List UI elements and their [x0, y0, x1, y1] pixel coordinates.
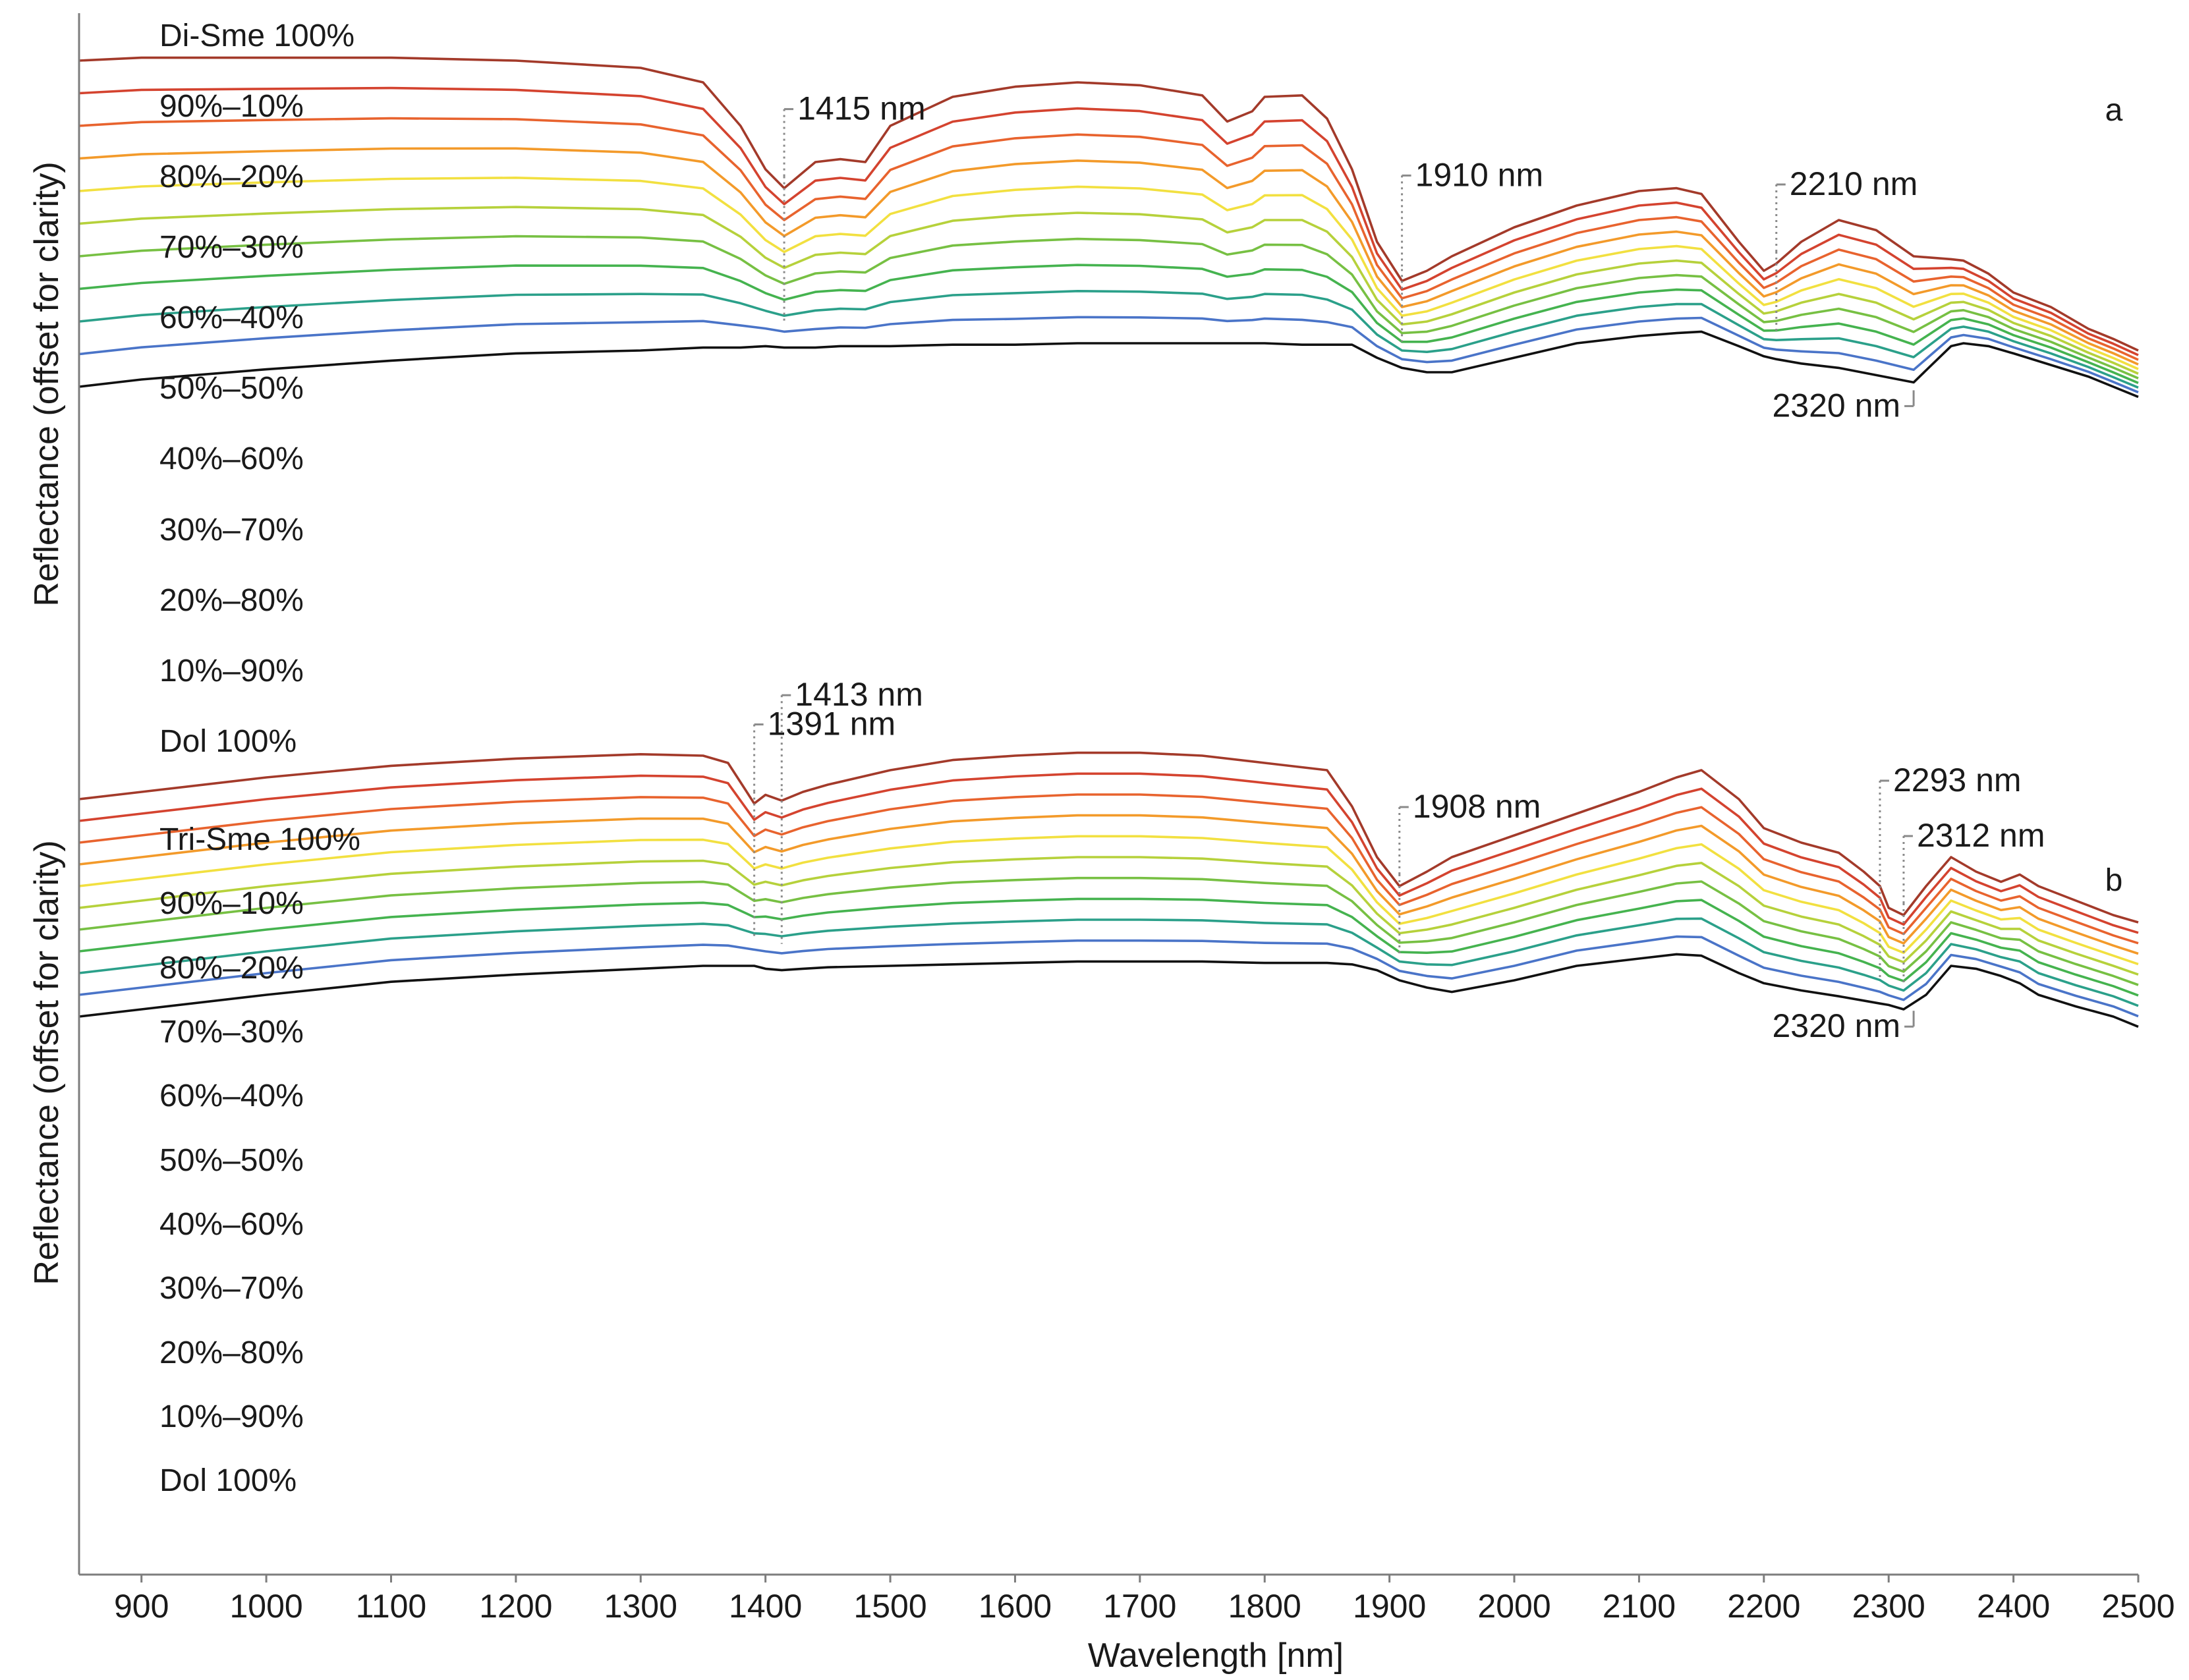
- series-line-a-8: [78, 290, 2139, 389]
- peak-label-b-0: 1391 nm: [768, 706, 896, 742]
- peak-label-b-4: 2312 nm: [1917, 817, 2045, 854]
- x-tick-label-1600: 1600: [979, 1588, 1052, 1625]
- annotations: 1415 nm 1910 nm 2210 nm 2320 nm 1391 nm1413 …: [753, 90, 2045, 1044]
- series-line-b-5: [78, 856, 2139, 976]
- peak-label-b-1: 1413 nm: [795, 676, 923, 713]
- peak-label-b-5: 2320 nm: [1772, 1007, 1900, 1044]
- x-tick-label-1000: 1000: [229, 1588, 302, 1625]
- series-lines: [78, 56, 2139, 1028]
- x-tick-label-2400: 2400: [1977, 1588, 2050, 1625]
- series-label-b-0: Tri-Sme 100%: [159, 822, 360, 857]
- series-line-a-9: [78, 316, 2139, 394]
- x-tick-label-2000: 2000: [1477, 1588, 1550, 1625]
- x-tick-label-2500: 2500: [2101, 1588, 2175, 1625]
- series-line-a-1: [78, 86, 2139, 356]
- series-line-b-6: [78, 876, 2139, 986]
- series-line-b-2: [78, 793, 2139, 945]
- series-line-b-8: [78, 917, 2139, 1007]
- series-line-b-4: [78, 835, 2139, 966]
- peak-label-a-2: 2210 nm: [1790, 165, 1918, 202]
- series-line-a-10: [78, 330, 2139, 399]
- series-label-a-4: 60%–40%: [159, 300, 304, 335]
- series-label-b-10: Dol 100%: [159, 1463, 297, 1498]
- series-line-a-3: [78, 147, 2139, 366]
- series-label-b-7: 30%–70%: [159, 1271, 304, 1306]
- x-tick-label-1300: 1300: [604, 1588, 677, 1625]
- x-tick-label-1400: 1400: [729, 1588, 802, 1625]
- series-label-b-1: 90%–10%: [159, 886, 304, 921]
- series-label-a-3: 70%–30%: [159, 230, 304, 265]
- series-label-a-6: 40%–60%: [159, 441, 304, 476]
- series-line-a-5: [78, 206, 2139, 375]
- series-line-a-6: [78, 235, 2139, 379]
- x-tick-label-1900: 1900: [1353, 1588, 1426, 1625]
- peak-label-a-3: 2320 nm: [1772, 387, 1900, 424]
- series-labels: Di-Sme 100% 90%–10% 80%–20% 70%–30% 60%–40% 5…: [159, 18, 360, 1498]
- series-line-a-0: [78, 56, 2139, 352]
- peak-label-b-3: 2293 nm: [1893, 762, 2022, 798]
- axes: 900 1000 1100 1200 1300 1400 1500 1600 1700 1800 1…: [78, 13, 2175, 1625]
- series-label-a-2: 80%–20%: [159, 159, 304, 194]
- series-label-a-10: Dol 100%: [159, 724, 297, 759]
- x-tick-label-1100: 1100: [356, 1588, 427, 1625]
- series-label-b-2: 80%–20%: [159, 951, 304, 986]
- series-line-b-0: [78, 751, 2139, 924]
- series-line-a-7: [78, 264, 2139, 384]
- x-tick-label-1700: 1700: [1103, 1588, 1176, 1625]
- series-label-a-5: 50%–50%: [159, 371, 304, 406]
- series-line-a-2: [78, 117, 2139, 361]
- peak-label-b-2: 1908 nm: [1413, 788, 1541, 825]
- series-label-a-9: 10%–90%: [159, 654, 304, 688]
- series-label-b-3: 70%–30%: [159, 1015, 304, 1050]
- series-line-b-3: [78, 814, 2139, 955]
- y-axis-title-panel-a: Reflectance (offset for clarity): [28, 161, 66, 606]
- series-label-b-5: 50%–50%: [159, 1143, 304, 1178]
- series-label-b-6: 40%–60%: [159, 1207, 304, 1242]
- panel-letter-a: a: [2105, 93, 2123, 128]
- x-tick-label-1200: 1200: [479, 1588, 552, 1625]
- y-axis-title-panel-b: Reflectance (offset for clarity): [28, 840, 66, 1285]
- x-tick-label-2200: 2200: [1727, 1588, 1800, 1625]
- series-label-a-7: 30%–70%: [159, 513, 304, 547]
- series-line-b-9: [78, 935, 2139, 1018]
- series-line-b-10: [78, 953, 2139, 1028]
- panel-letter-b: b: [2105, 863, 2123, 898]
- peak-label-a-1: 1910 nm: [1415, 156, 1544, 193]
- series-line-b-1: [78, 772, 2139, 934]
- x-tick-label-2100: 2100: [1603, 1588, 1676, 1625]
- series-label-b-8: 20%–80%: [159, 1335, 304, 1370]
- x-tick-label-2300: 2300: [1852, 1588, 1925, 1625]
- series-line-a-4: [78, 177, 2139, 370]
- x-axis-title: Wavelength [nm]: [1088, 1637, 1344, 1675]
- x-tick-label-900: 900: [114, 1588, 169, 1625]
- x-tick-label-1500: 1500: [853, 1588, 926, 1625]
- x-tick-label-1800: 1800: [1228, 1588, 1301, 1625]
- series-label-b-4: 60%–40%: [159, 1078, 304, 1113]
- series-label-a-0: Di-Sme 100%: [159, 18, 355, 53]
- series-label-a-8: 20%–80%: [159, 583, 304, 618]
- series-label-a-1: 90%–10%: [159, 89, 304, 124]
- peak-label-a-0: 1415 nm: [797, 90, 926, 127]
- series-label-b-9: 10%–90%: [159, 1399, 304, 1434]
